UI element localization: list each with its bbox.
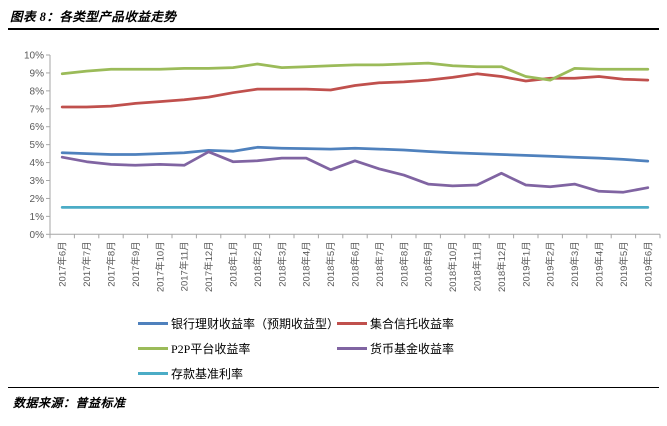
x-tick-label: 2019年4月 <box>594 241 606 286</box>
legend-item-bank-wmp: 银行理财收益率（预期收益型） <box>138 315 340 331</box>
y-tick-label: 10% <box>24 51 44 62</box>
y-tick-label: 3% <box>30 176 45 187</box>
x-tick-label: 2018年10月 <box>447 241 459 292</box>
caption-divider <box>8 28 659 30</box>
x-tick-label: 2017年8月 <box>106 241 118 286</box>
x-tick-label: 2019年1月 <box>520 241 532 286</box>
legend-swatch-bank-wmp <box>138 321 168 325</box>
source-divider <box>8 387 659 388</box>
x-tick-label: 2018年3月 <box>276 241 288 286</box>
x-tick-label: 2018年4月 <box>301 241 313 286</box>
x-tick-label: 2017年9月 <box>130 241 142 286</box>
figure-caption: 图表 8：各类型产品收益走势 <box>10 10 177 24</box>
x-tick-label: 2017年10月 <box>154 241 166 292</box>
x-tick-label: 2019年2月 <box>545 241 557 286</box>
y-tick-label: 0% <box>30 230 45 241</box>
data-source-note: 数据来源：普益标准 <box>13 396 126 410</box>
x-tick-label: 2018年9月 <box>423 241 435 286</box>
x-tick-label: 2017年6月 <box>57 241 69 286</box>
x-tick-label: 2018年8月 <box>398 241 410 286</box>
y-tick-label: 4% <box>30 158 45 169</box>
legend-swatch-deposit-rate <box>138 371 168 375</box>
x-tick-label: 2018年6月 <box>350 241 362 286</box>
legend-label-bank-wmp: 银行理财收益率（预期收益型） <box>171 316 340 331</box>
y-axis-labels: 0% 1% 2% 3% 4% 5% 6% 7% 8% 9% 10% <box>24 51 50 241</box>
legend-label-money-fund: 货币基金收益率 <box>370 341 455 356</box>
y-tick-label: 9% <box>30 68 45 79</box>
legend-label-p2p: P2P平台收益率 <box>171 341 251 356</box>
legend-item-p2p: P2P平台收益率 <box>138 340 337 356</box>
y-tick-label: 1% <box>30 212 45 223</box>
legend-swatch-money-fund <box>337 346 367 350</box>
series-line-bank-wmp <box>60 145 650 163</box>
x-axis-labels: 2017年6月 2017年7月 2017年8月 2017年9月 2017年10月 2017… <box>57 241 655 292</box>
y-tick-label: 6% <box>30 122 45 133</box>
legend-swatch-p2p <box>138 346 168 350</box>
legend-swatch-trust <box>337 321 367 325</box>
x-tick-label: 2018年2月 <box>252 241 264 286</box>
chart-legend: 银行理财收益率（预期收益型） 集合信托收益率 P2P平台收益率 货币基金收益率存款基准… <box>138 315 454 381</box>
y-tick-label: 7% <box>30 104 45 115</box>
yield-line-chart: 0%1%2%3%4%5%6%7%8%9%10%2017年6月 2017年7月 201… <box>24 51 661 292</box>
x-tick-label: 2018年11月 <box>472 241 484 291</box>
x-tick-label: 2019年3月 <box>569 241 581 286</box>
series-line-money-fund <box>60 150 650 194</box>
series-line-p2p <box>60 61 650 82</box>
legend-item-trust: 集合信托收益率 <box>337 315 454 331</box>
x-tick-label: 2018年1月 <box>228 241 240 286</box>
y-tick-label: 2% <box>30 194 45 205</box>
legend-label-trust: 集合信托收益率 <box>370 316 455 331</box>
x-tick-label: 2018年5月 <box>325 241 337 286</box>
x-tick-label: 2019年6月 <box>642 241 654 286</box>
series-line-trust <box>60 72 650 109</box>
x-tick-label: 2017年11月 <box>179 241 191 291</box>
legend-item-deposit-rate: 存款基准利率 <box>138 365 337 381</box>
x-tick-label: 2017年7月 <box>81 241 93 286</box>
x-tick-label: 2018年7月 <box>374 241 386 286</box>
x-tick-label: 2017年12月 <box>203 241 215 292</box>
y-tick-label: 5% <box>30 140 45 151</box>
legend-item-money-fund: 货币基金收益率 <box>337 340 454 356</box>
x-axis-ticks <box>49 234 661 239</box>
y-tick-label: 8% <box>30 86 45 97</box>
legend-label-deposit-rate: 存款基准利率 <box>171 366 244 381</box>
x-tick-label: 2019年5月 <box>618 241 630 286</box>
x-tick-label: 2018年12月 <box>496 241 508 292</box>
